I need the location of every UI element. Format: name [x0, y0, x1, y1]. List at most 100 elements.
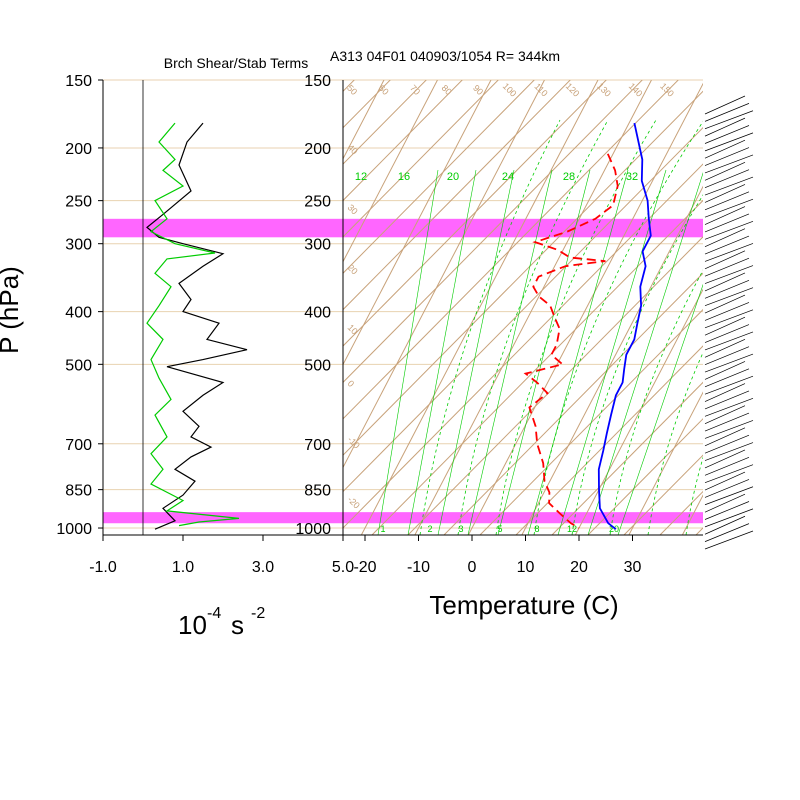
wind-barb-57: [704, 515, 746, 535]
dry-adiabat--1: [343, 90, 703, 456]
shear-xtick-label-2: 3.0: [252, 559, 274, 576]
wind-barb-48: [704, 449, 746, 469]
theta-left-label-1: 30: [346, 202, 360, 216]
wind-barb-33: [704, 338, 746, 358]
dry-adiabat--10: [343, 80, 391, 129]
temp-xtick-label-3: 10: [517, 559, 535, 576]
dry-adiabat-12: [732, 60, 800, 535]
dry-adiabat--11: [343, 80, 355, 93]
wind-barb-21: [704, 250, 746, 270]
theta-left-label-2: 20: [346, 262, 360, 276]
pressure-tick-left-700: 700: [65, 437, 92, 454]
wind-barb-43: [704, 412, 750, 432]
theta-label-140: 140: [627, 81, 645, 99]
dewpoint-profile: [523, 153, 619, 529]
wind-barb-7: [704, 147, 750, 166]
mixing-ratio-bottom-label-5: 5: [497, 524, 502, 534]
mixing-ratio-bottom-label-1: 1: [380, 524, 385, 534]
units-exp1: -4: [207, 605, 221, 622]
shear-xtick-label-3: 5.0: [332, 559, 354, 576]
wind-barb-2: [704, 110, 754, 130]
mixing-ratio-line-1: [407, 169, 477, 535]
pressure-tick-left-250: 250: [65, 194, 92, 211]
isotherm-50: [736, 80, 800, 535]
dry-adiabat--3: [343, 80, 643, 384]
wind-barb-29: [704, 309, 754, 329]
mixing-ratio-label-28: 28: [563, 171, 575, 183]
dry-adiabat-9: [623, 454, 703, 535]
dry-adiabat--7: [343, 80, 499, 238]
mixing-ratio-label-16: 16: [398, 171, 410, 183]
isotherm-20: [574, 288, 703, 535]
wind-barb-12: [704, 184, 746, 203]
pressure-tick-mid-200: 200: [304, 141, 331, 158]
theta-label-70: 70: [408, 83, 422, 97]
wind-barb-31: [704, 324, 750, 343]
dry-adiabat-7: [551, 381, 703, 535]
shear-xtick-label-1: 1.0: [172, 559, 194, 576]
isotherm--50: [343, 80, 438, 263]
wind-barb-39: [704, 383, 746, 402]
isotherm--30: [343, 80, 545, 469]
temperature-axis-title: Temperature (C): [429, 590, 618, 620]
wind-barb-13: [704, 191, 750, 211]
wind-barb-23: [704, 265, 754, 284]
mixing-ratio-line-0: [377, 169, 439, 535]
dry-adiabat--9: [343, 80, 427, 165]
dry-adiabat-10: [659, 490, 703, 535]
mixing-ratio-line-2: [437, 169, 515, 535]
pressure-tick-left-200: 200: [65, 141, 92, 158]
dry-adiabat--4: [343, 80, 607, 347]
wind-barb-11: [704, 176, 754, 196]
wind-barbs: [704, 95, 754, 550]
pressure-tick-left-850: 850: [65, 483, 92, 500]
dry-adiabat-1: [343, 163, 703, 529]
wind-barb-8: [704, 154, 754, 174]
wind-barb-59: [704, 530, 754, 550]
temp-xtick-label-2: 0: [468, 559, 477, 576]
dry-adiabat--8: [343, 80, 463, 202]
pressure-axis-title: P (hPa): [0, 266, 24, 354]
wind-barb-42: [704, 405, 746, 424]
shear-series-green: [146, 122, 240, 527]
shear-units-label: 10 -4 s -2: [178, 605, 265, 640]
wind-barb-0: [704, 95, 746, 115]
theta-label-100: 100: [501, 81, 519, 99]
wind-barb-44: [704, 420, 754, 439]
shear-xtick-label-0: -1.0: [89, 559, 117, 576]
wind-barb-58: [704, 523, 750, 542]
mixing-ratio-label-24: 24: [502, 171, 514, 183]
wind-barb-55: [704, 501, 750, 520]
dry-adiabat-2: [371, 199, 703, 535]
mixing-ratio-label-12: 12: [355, 171, 367, 183]
theta-left-label-0: 40: [346, 142, 360, 156]
mixing-ratio-label-20: 20: [447, 171, 459, 183]
pressure-tick-mid-300: 300: [304, 237, 331, 254]
wind-barb-14: [704, 198, 754, 218]
pressure-tick-mid-700: 700: [304, 437, 331, 454]
moist-adiabat-1: [457, 119, 609, 535]
isotherm--60: [343, 80, 385, 160]
dry-adiabat-3: [407, 236, 703, 535]
theta-left-label-3: 10: [346, 322, 360, 336]
theta-label-150: 150: [658, 81, 676, 99]
wind-barb-47: [704, 442, 754, 461]
pressure-tick-mid-850: 850: [304, 483, 331, 500]
pressure-tick-mid-400: 400: [304, 305, 331, 322]
shear-series-black: [146, 122, 248, 530]
pressure-tick-left-1000: 1000: [56, 521, 92, 538]
mixing-ratio-line-8: [617, 283, 703, 535]
left-panel-title: Brch Shear/Stab Terms: [164, 55, 308, 71]
moist-adiabat-0: [419, 119, 561, 535]
dry-adiabat-0: [343, 127, 703, 493]
mixing-ratio-bottom-label-2: 2: [427, 524, 432, 534]
skewt-grid: [0, 60, 800, 535]
pressure-tick-mid-250: 250: [304, 194, 331, 211]
dry-adiabat--5: [343, 80, 571, 311]
isotherm-0: [467, 82, 703, 535]
wind-barb-20: [704, 243, 754, 262]
dry-adiabat--12: [0, 60, 338, 535]
wind-barb-27: [704, 294, 746, 314]
mixing-ratio-bottom-label-8: 8: [534, 524, 539, 534]
